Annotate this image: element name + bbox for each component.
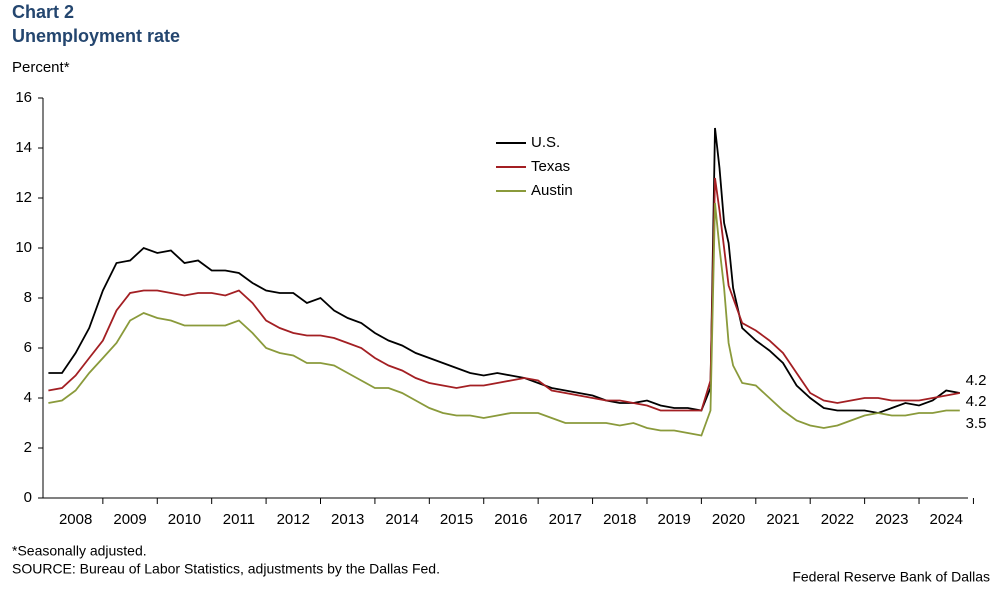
y-tick-label: 8 <box>24 289 32 306</box>
x-tick-label: 2022 <box>821 511 854 528</box>
x-tick-label: 2009 <box>113 511 146 528</box>
legend-label: Texas <box>531 158 570 175</box>
x-tick-label: 2023 <box>875 511 908 528</box>
y-tick-label: 0 <box>24 489 32 506</box>
y-axis-label: Percent* <box>12 59 70 76</box>
credit: Federal Reserve Bank of Dallas <box>792 569 990 585</box>
series-line <box>48 202 960 437</box>
y-tick-label: 14 <box>15 139 32 156</box>
x-tick-label: 2011 <box>223 511 255 528</box>
y-tick-label: 6 <box>24 339 32 356</box>
footnote: *Seasonally adjusted. <box>12 543 147 559</box>
chart-title: Chart 2 <box>12 2 74 22</box>
y-tick-label: 10 <box>15 239 32 256</box>
legend-label: U.S. <box>531 134 560 151</box>
y-tick-label: 16 <box>15 89 32 106</box>
end-label: 3.5 <box>966 415 987 432</box>
end-label: 4.2 <box>966 393 987 410</box>
chart-subtitle: Unemployment rate <box>12 26 180 46</box>
series-line <box>48 177 960 412</box>
x-tick-label: 2008 <box>59 511 92 528</box>
x-tick-label: 2013 <box>331 511 364 528</box>
x-tick-label: 2018 <box>603 511 636 528</box>
x-tick-label: 2021 <box>766 511 799 528</box>
x-tick-label: 2017 <box>549 511 582 528</box>
y-tick-label: 4 <box>24 389 32 406</box>
y-tick-label: 2 <box>24 439 32 456</box>
x-tick-label: 2012 <box>277 511 310 528</box>
source: SOURCE: Bureau of Labor Statistics, adju… <box>12 561 440 577</box>
x-tick-label: 2024 <box>930 511 963 528</box>
x-tick-label: 2020 <box>712 511 745 528</box>
y-tick-label: 12 <box>15 189 32 206</box>
x-tick-label: 2015 <box>440 511 473 528</box>
x-tick-label: 2014 <box>385 511 418 528</box>
x-tick-label: 2016 <box>494 511 527 528</box>
legend-label: Austin <box>531 182 573 199</box>
x-tick-label: 2019 <box>657 511 690 528</box>
end-label: 4.2 <box>966 372 987 389</box>
series-line <box>48 127 960 414</box>
x-tick-label: 2010 <box>168 511 201 528</box>
